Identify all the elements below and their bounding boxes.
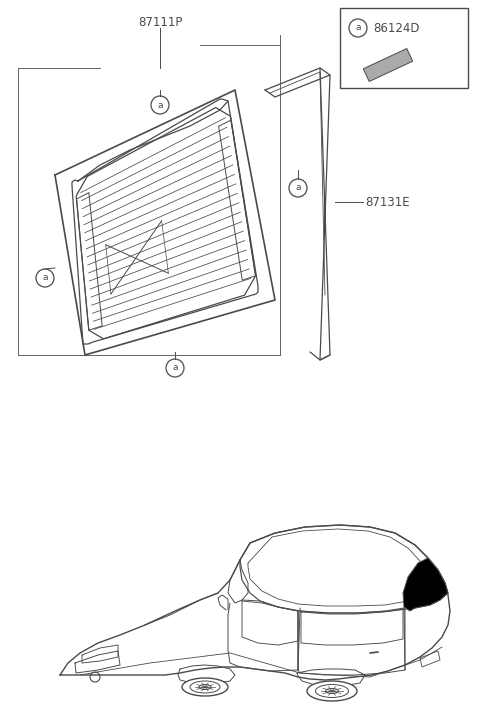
Text: a: a	[172, 364, 178, 372]
Ellipse shape	[182, 678, 228, 696]
Ellipse shape	[315, 685, 348, 698]
Ellipse shape	[190, 681, 220, 693]
Polygon shape	[403, 558, 448, 611]
Text: 87111P: 87111P	[138, 16, 182, 29]
Text: a: a	[355, 24, 361, 32]
Text: 86124D: 86124D	[373, 22, 420, 35]
Text: a: a	[295, 184, 301, 192]
Text: a: a	[157, 101, 163, 109]
FancyBboxPatch shape	[340, 8, 468, 88]
Polygon shape	[363, 48, 413, 81]
Text: a: a	[42, 274, 48, 282]
Ellipse shape	[199, 685, 211, 690]
Text: 87131E: 87131E	[365, 196, 409, 209]
Ellipse shape	[307, 681, 357, 701]
Ellipse shape	[325, 688, 338, 693]
